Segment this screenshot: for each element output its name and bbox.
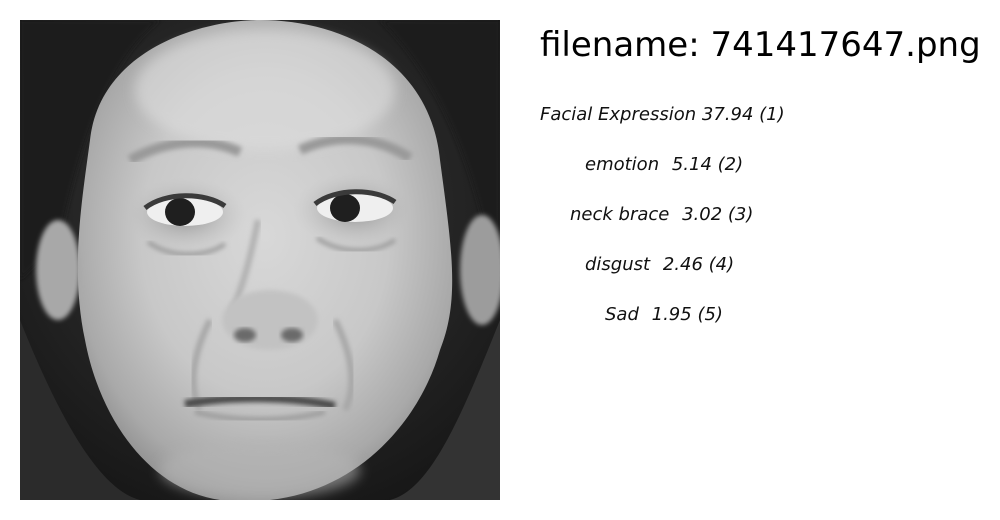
prediction-rank: (4) — [708, 254, 735, 275]
prediction-item: emotion 5.14 (2) — [585, 154, 743, 176]
prediction-label: Facial Expression — [540, 104, 697, 125]
prediction-label: disgust — [585, 254, 651, 275]
prediction-item: Facial Expression 37.94 (1) — [540, 104, 785, 126]
prediction-item: disgust 2.46 (4) — [585, 254, 734, 276]
prediction-score: 2.46 — [662, 254, 703, 275]
prediction-item: Sad 1.95 (5) — [605, 304, 723, 326]
face-photo — [20, 20, 500, 500]
prediction-rank: (3) — [727, 204, 754, 225]
prediction-score: 1.95 — [651, 304, 692, 325]
prediction-score: 5.14 — [671, 154, 712, 175]
prediction-item: neck brace 3.02 (3) — [570, 204, 753, 226]
prediction-rank: (2) — [717, 154, 744, 175]
prediction-label: neck brace — [570, 204, 670, 225]
prediction-label: emotion — [585, 154, 660, 175]
prediction-rank: (1) — [759, 104, 785, 125]
prediction-label: Sad — [605, 304, 639, 325]
filename-title: filename: 741417647.png — [540, 25, 981, 65]
prediction-rank: (5) — [697, 304, 723, 325]
prediction-score: 37.94 — [701, 104, 754, 125]
prediction-score: 3.02 — [682, 204, 723, 225]
